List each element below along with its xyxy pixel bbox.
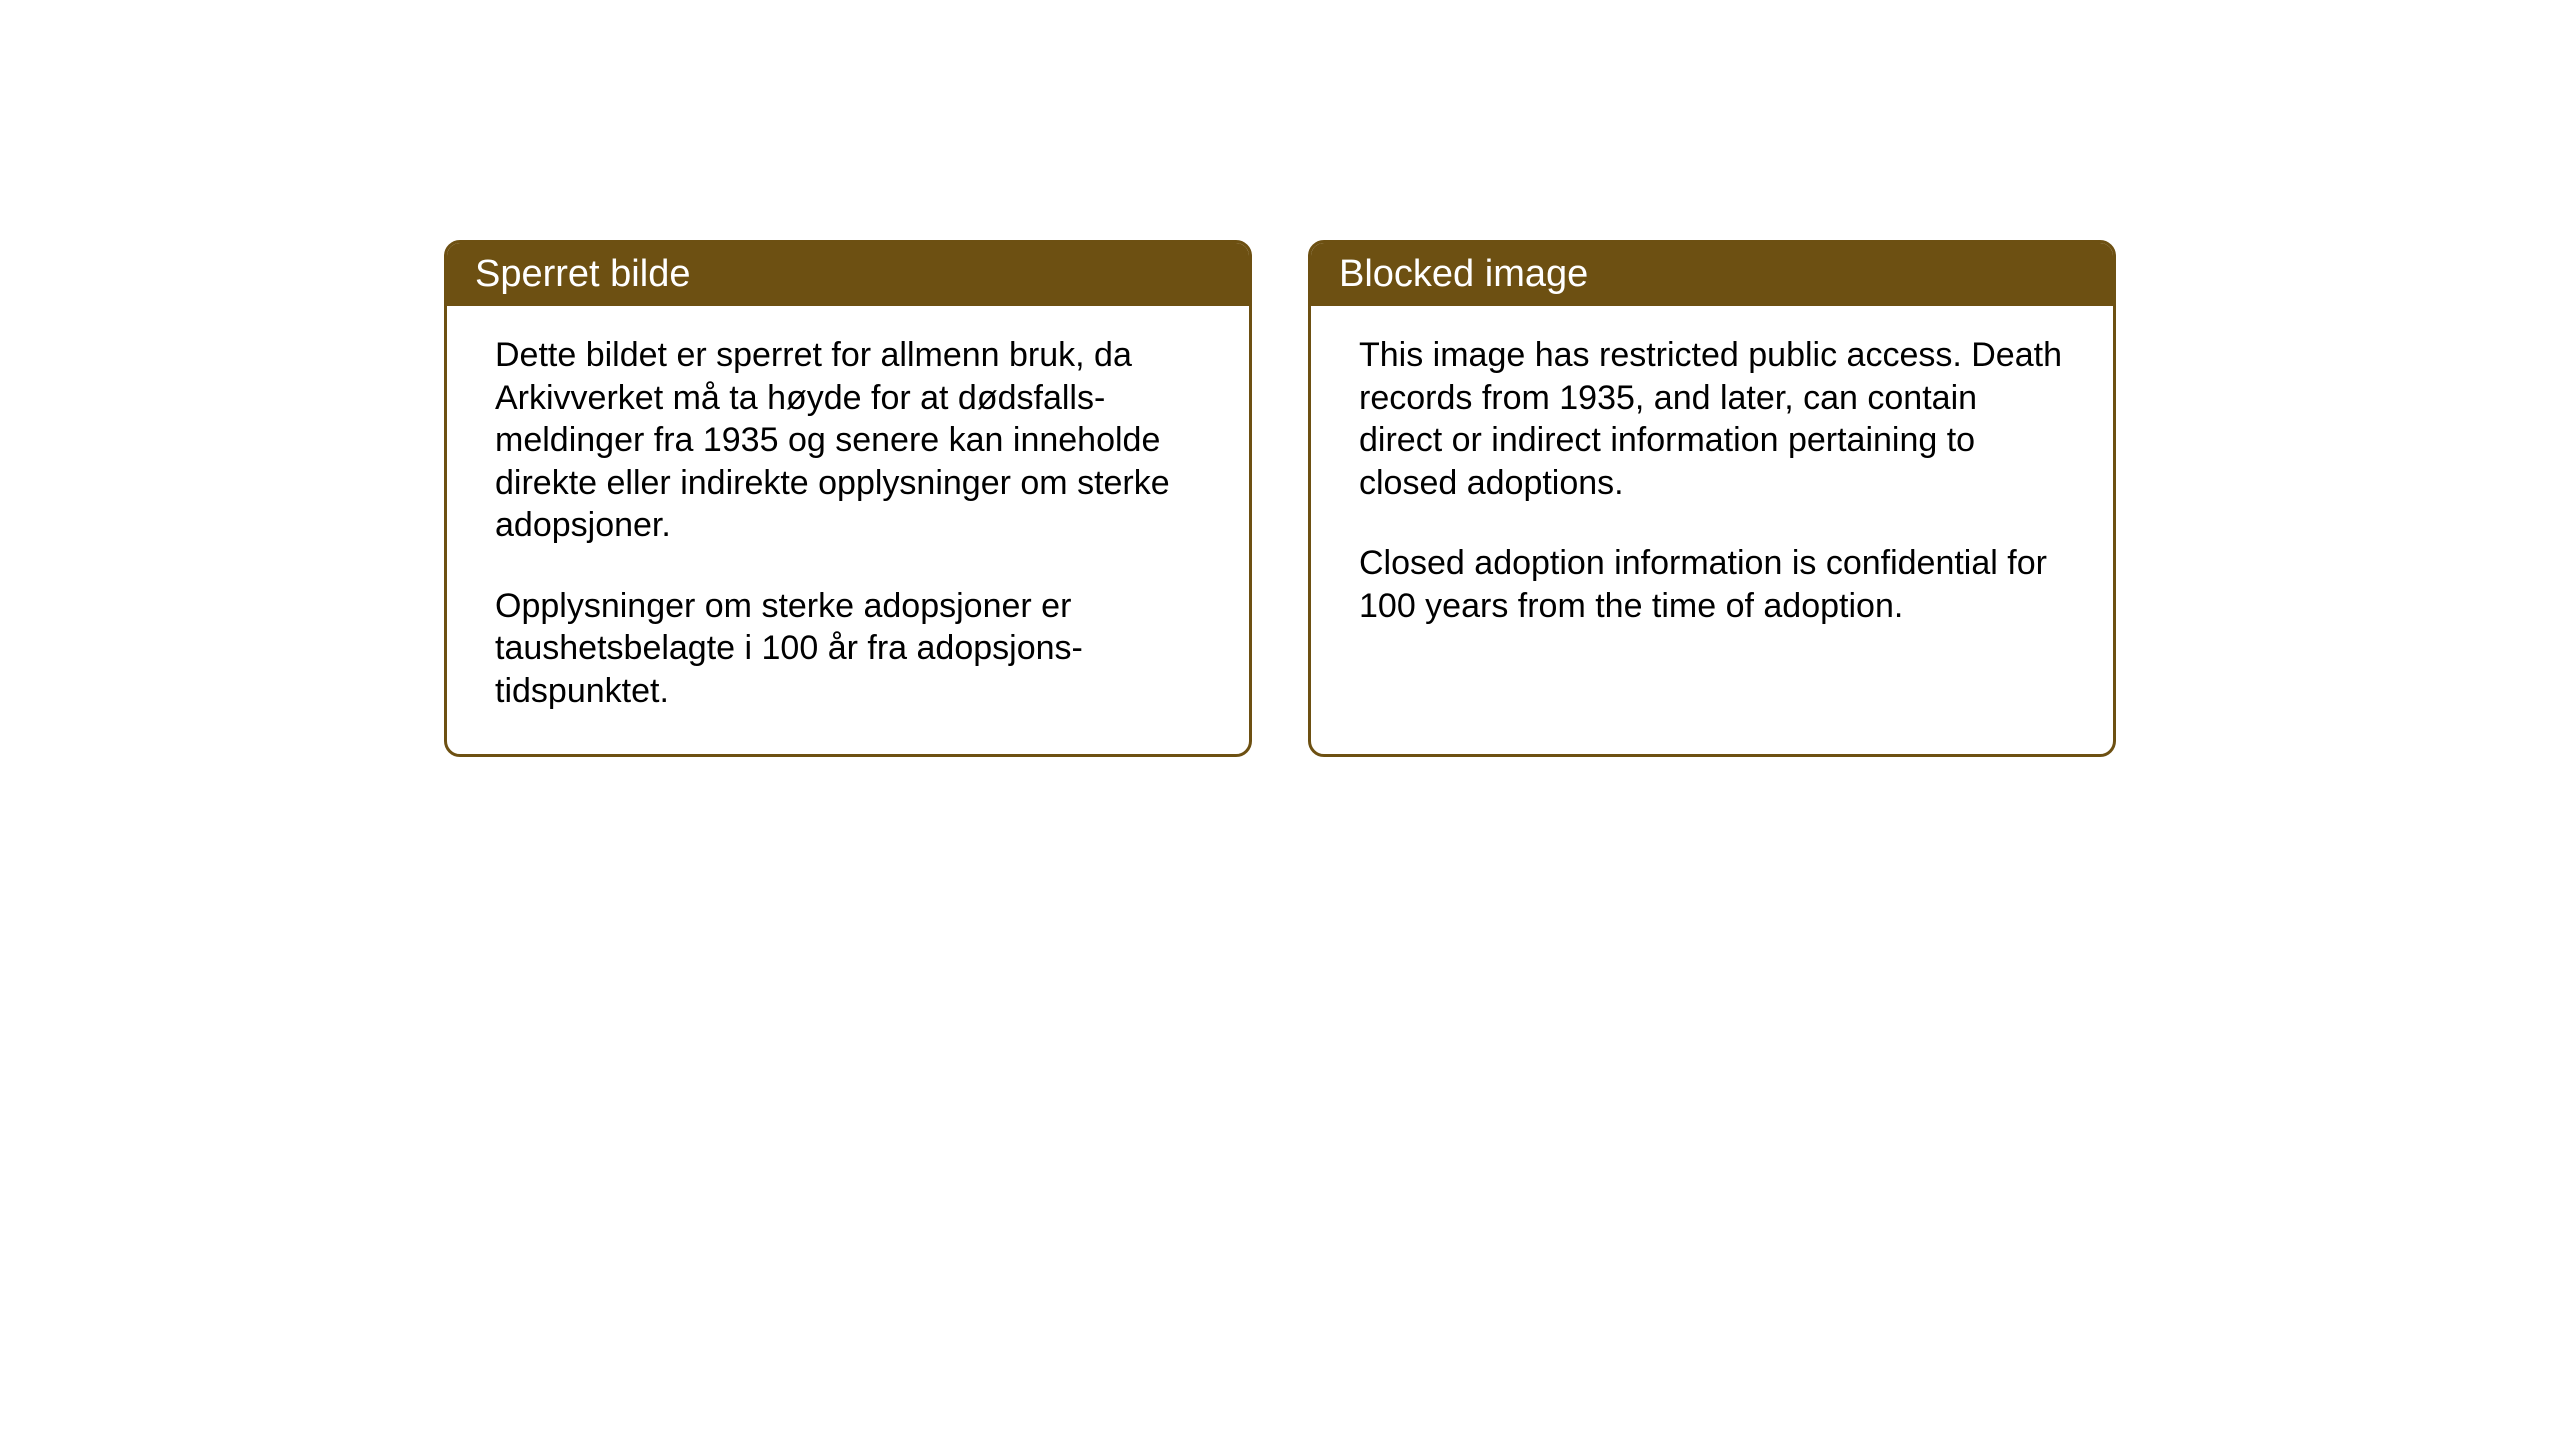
notice-body-english: This image has restricted public access.… — [1311, 306, 2113, 754]
notice-box-english: Blocked image This image has restricted … — [1308, 240, 2116, 757]
notice-title-norwegian: Sperret bilde — [475, 253, 690, 295]
notice-container: Sperret bilde Dette bildet er sperret fo… — [444, 240, 2116, 757]
notice-paragraph-1-norwegian: Dette bildet er sperret for allmenn bruk… — [495, 334, 1201, 547]
notice-header-norwegian: Sperret bilde — [447, 243, 1249, 306]
notice-paragraph-2-norwegian: Opplysninger om sterke adopsjoner er tau… — [495, 585, 1201, 713]
notice-box-norwegian: Sperret bilde Dette bildet er sperret fo… — [444, 240, 1252, 757]
notice-paragraph-2-english: Closed adoption information is confident… — [1359, 542, 2065, 627]
notice-header-english: Blocked image — [1311, 243, 2113, 306]
notice-title-english: Blocked image — [1339, 253, 1588, 295]
notice-body-norwegian: Dette bildet er sperret for allmenn bruk… — [447, 306, 1249, 754]
notice-paragraph-1-english: This image has restricted public access.… — [1359, 334, 2065, 504]
